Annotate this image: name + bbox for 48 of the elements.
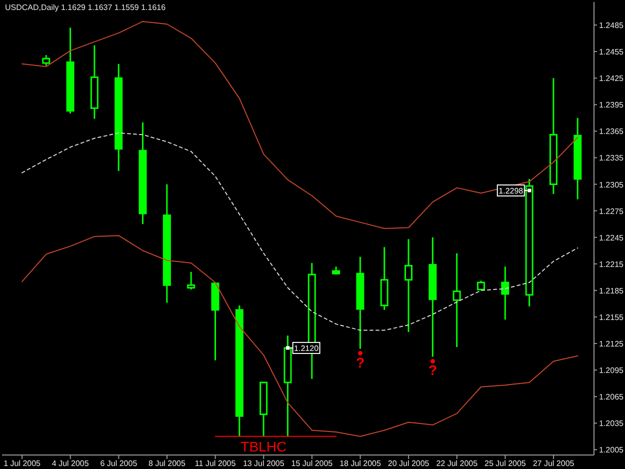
- candlestick: [501, 266, 510, 320]
- point: [430, 359, 435, 364]
- x-tick-label: 22 Jul 2005: [436, 459, 478, 468]
- x-tick-label: 20 Jul 2005: [388, 459, 430, 468]
- y-tick-label: 1.2395: [599, 100, 624, 110]
- x-tick-label: 25 Jul 2005: [484, 459, 526, 468]
- y-tick-label: 1.2005: [599, 446, 624, 455]
- candlestick: [476, 280, 485, 292]
- y-tick-label: 1.2185: [599, 286, 624, 296]
- x-tick-label: 27 Jul 2005: [532, 459, 575, 468]
- x-tick-label: 13 Jul 2005: [242, 459, 285, 468]
- y-tick-label: 1.2065: [599, 392, 624, 402]
- point: [286, 346, 290, 350]
- x-tick-label: 18 Jul 2005: [340, 459, 382, 468]
- y-tick-label: 1.2365: [599, 127, 624, 136]
- y-tick-label: 1.2305: [599, 180, 624, 190]
- y-tick-label: 1.2335: [599, 154, 624, 163]
- x-tick-label: 1 Jul 2005: [4, 459, 42, 468]
- data-label: ?: [428, 362, 438, 378]
- candlestick: [404, 238, 413, 333]
- data-label: 1.2298: [498, 186, 524, 196]
- data-label: 1.2120: [294, 344, 320, 353]
- data-label: ?: [356, 354, 365, 370]
- point: [528, 188, 532, 192]
- y-tick-label: 1.2035: [599, 419, 624, 428]
- y-tick-label: 1.2155: [599, 312, 624, 322]
- x-tick-label: 4 Jul 2005: [52, 459, 90, 468]
- point: [358, 351, 362, 356]
- chart-title: USDCAD,Daily 1.1629 1.1637 1.1559 1.1616: [5, 3, 166, 13]
- y-tick-label: 1.2275: [599, 206, 624, 216]
- x-tick-label: 8 Jul 2005: [148, 459, 186, 468]
- y-tick-label: 1.2485: [599, 21, 624, 30]
- series-label: TBLHC: [240, 438, 287, 454]
- x-tick-label: 15 Jul 2005: [291, 459, 334, 468]
- y-tick-label: 1.2215: [599, 260, 624, 269]
- y-tick-label: 1.2095: [599, 366, 624, 376]
- y-tick-label: 1.2245: [599, 233, 624, 242]
- line-series: [22, 132, 578, 331]
- candlestick: [452, 252, 461, 348]
- line-series: [22, 20, 578, 229]
- y-tick-label: 1.2455: [599, 48, 624, 57]
- x-tick-label: 6 Jul 2005: [100, 459, 138, 468]
- candlestick: [187, 271, 196, 290]
- line-series: [22, 235, 578, 437]
- y-tick-label: 1.2125: [599, 340, 624, 349]
- candlestick: [42, 54, 50, 66]
- y-tick-label: 1.2425: [599, 74, 624, 84]
- x-tick-label: 11 Jul 2005: [194, 459, 236, 468]
